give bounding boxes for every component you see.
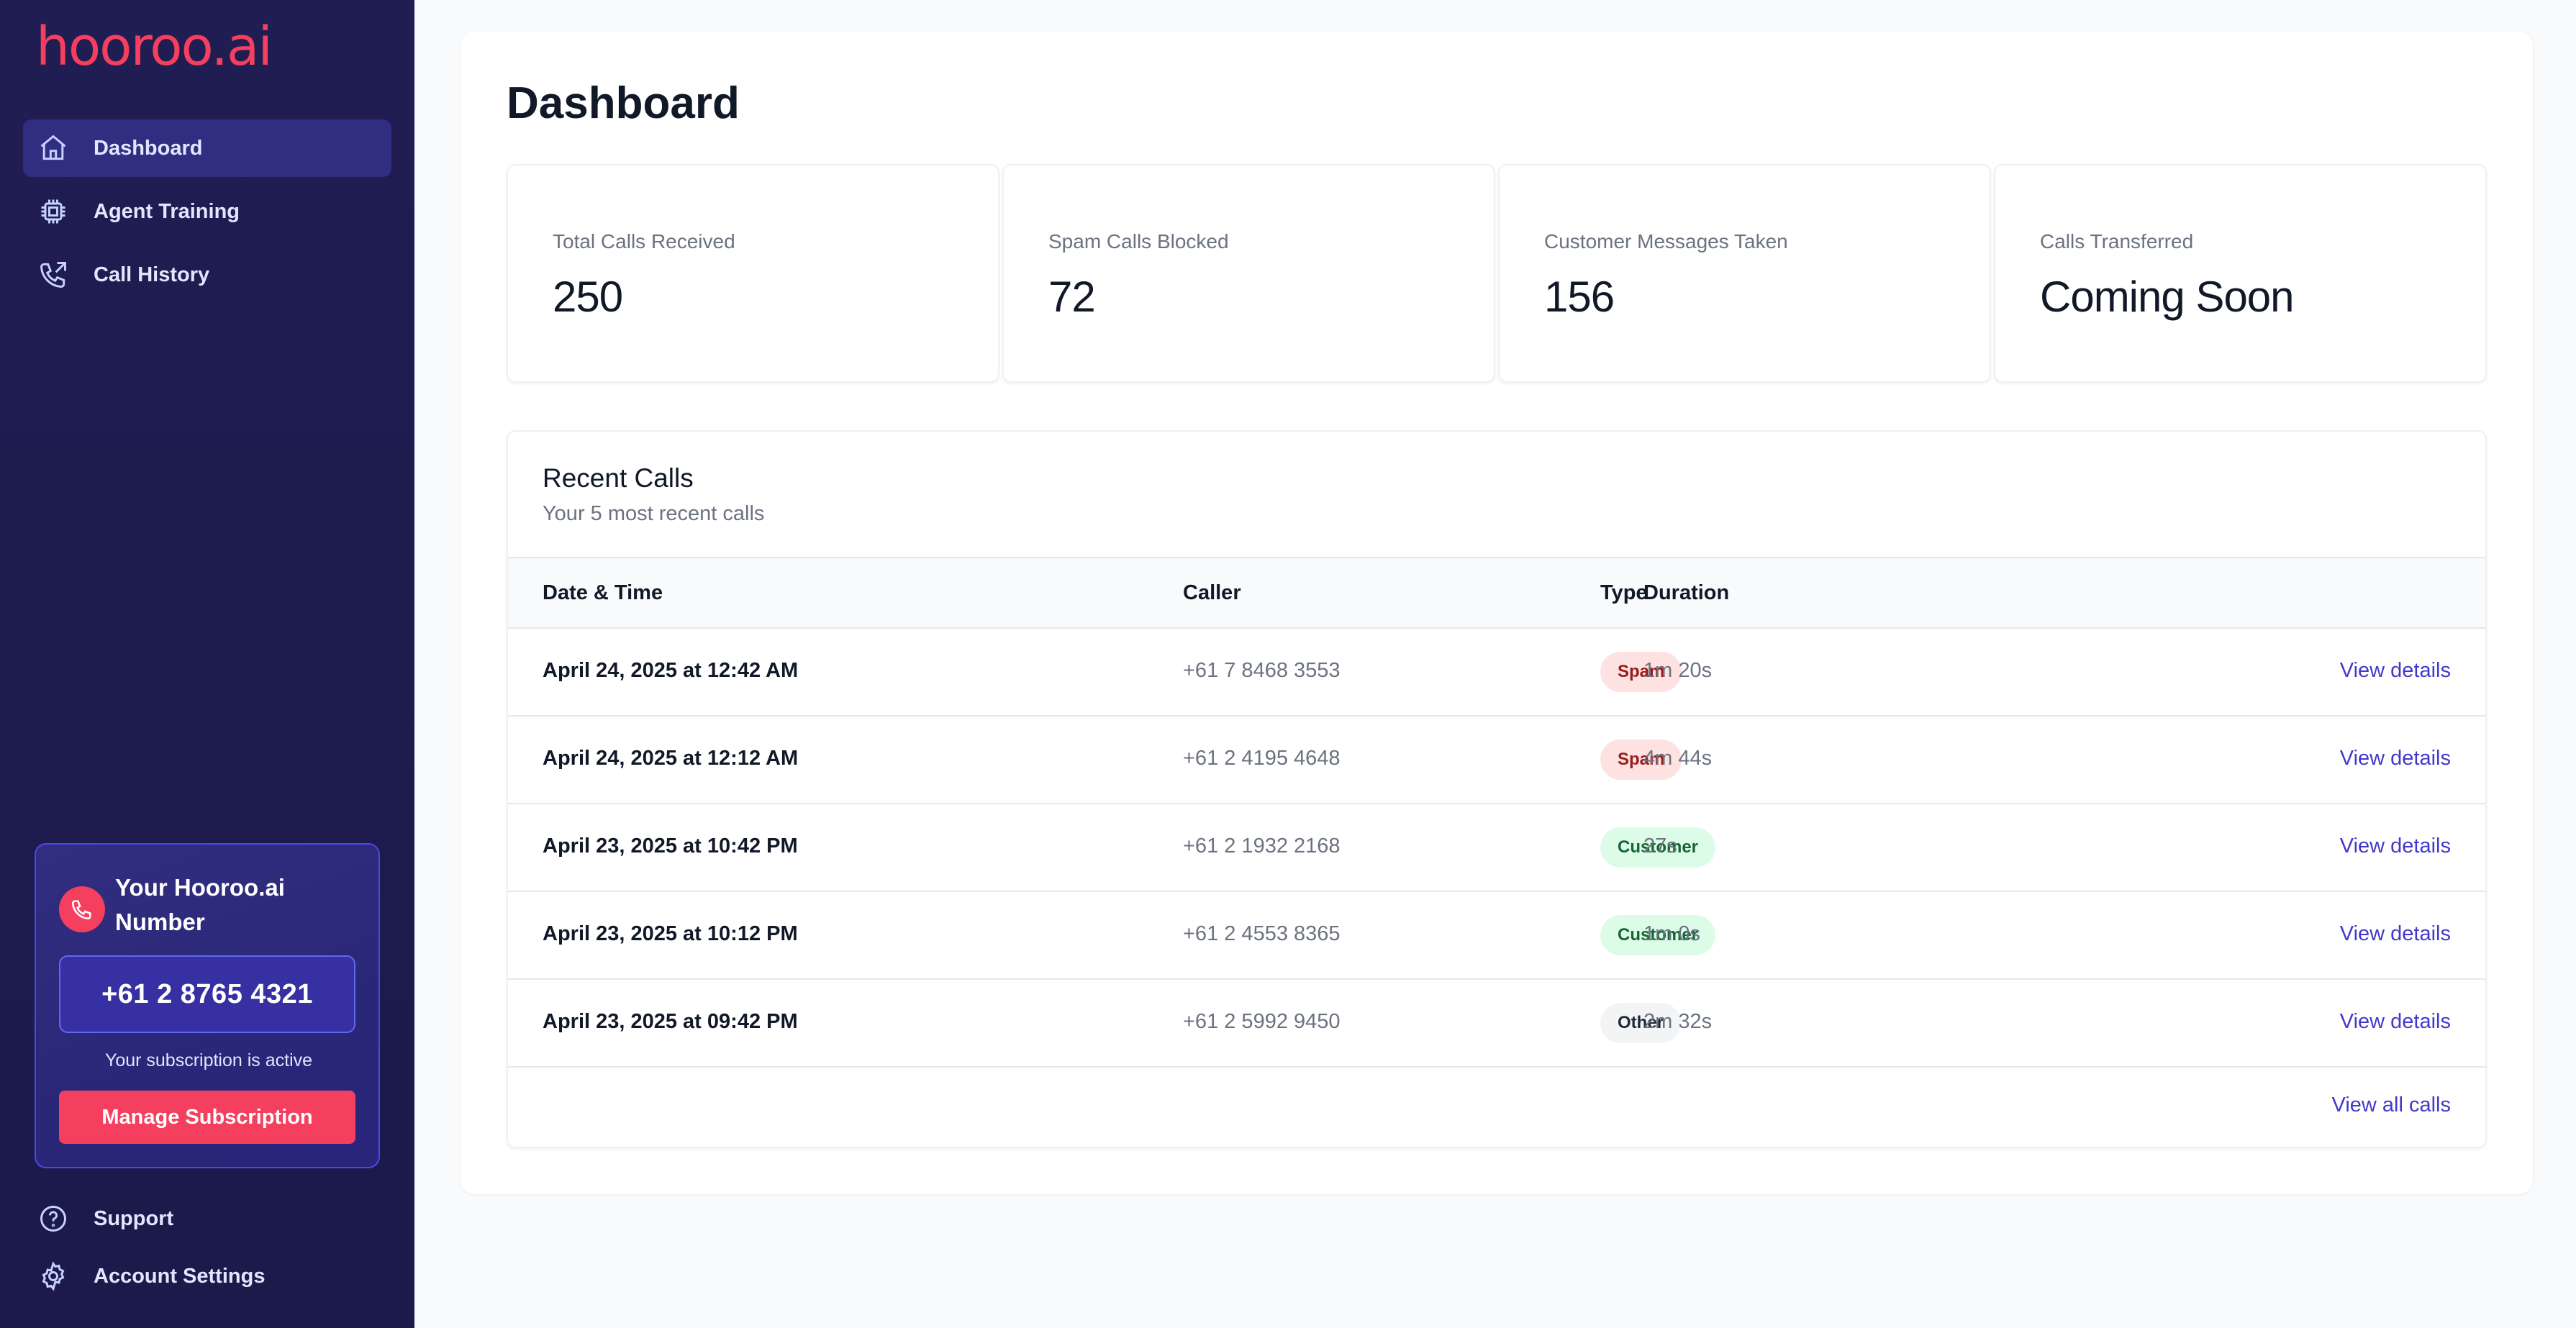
stat-label: Customer Messages Taken: [1544, 230, 1788, 253]
recent-calls-title: Recent Calls: [543, 463, 694, 493]
hooroo-number: +61 2 8765 4321: [59, 955, 355, 1033]
sidebar-item-dashboard[interactable]: Dashboard: [23, 119, 391, 177]
help-circle-icon: [36, 1201, 71, 1236]
call-datetime: April 24, 2025 at 12:12 AM: [543, 747, 799, 770]
table-row: April 24, 2025 at 12:42 AM +61 7 8468 35…: [508, 629, 2485, 717]
manage-subscription-button[interactable]: Manage Subscription: [59, 1091, 355, 1144]
sidebar-nav: Dashboard Agent Training Call History: [23, 119, 391, 309]
sidebar-item-support[interactable]: Support: [23, 1191, 391, 1246]
phone-outgoing-icon: [36, 258, 71, 292]
call-duration: 1m 20s: [1643, 659, 1713, 682]
chip-icon: [36, 194, 71, 229]
table-row: April 23, 2025 at 10:12 PM +61 2 4553 83…: [508, 892, 2485, 980]
call-duration: 2m 32s: [1643, 1010, 1713, 1033]
subscription-status: Your subscription is active: [104, 1050, 313, 1070]
stat-value: 72: [1048, 273, 1096, 321]
table-row: April 23, 2025 at 10:42 PM +61 2 1932 21…: [508, 804, 2485, 892]
call-type-badge: Customer: [1600, 827, 1716, 868]
call-type-badge: Spam: [1600, 740, 1682, 780]
call-caller: +61 2 5992 9450: [1183, 1010, 1341, 1033]
column-header-duration: Duration: [1643, 581, 1730, 604]
call-caller: +61 2 4195 4648: [1183, 747, 1341, 770]
sidebar-item-label: Support: [94, 1206, 174, 1230]
gear-icon: [36, 1259, 71, 1293]
stat-label: Calls Transferred: [2040, 230, 2194, 253]
view-details-link[interactable]: View details: [2339, 922, 2451, 945]
view-details-link[interactable]: View details: [2339, 1010, 2451, 1033]
stat-value: 250: [553, 273, 623, 321]
call-type-badge: Spam: [1600, 652, 1682, 692]
view-all-calls-link[interactable]: View all calls: [2331, 1093, 2451, 1116]
view-details-link[interactable]: View details: [2339, 659, 2451, 682]
number-card-header: Your Hooroo.ai Number: [59, 870, 331, 940]
call-datetime: April 23, 2025 at 10:42 PM: [543, 834, 798, 858]
stat-label: Total Calls Received: [553, 230, 735, 253]
number-card-title: Your Hooroo.ai Number: [115, 874, 285, 935]
stat-value: Coming Soon: [2040, 273, 2295, 321]
call-duration: 4m 44s: [1643, 747, 1713, 770]
sidebar-item-account-settings[interactable]: Account Settings: [23, 1249, 391, 1304]
call-type-badge: Customer: [1600, 915, 1716, 955]
sidebar-item-label: Agent Training: [94, 199, 240, 223]
column-header-date: Date & Time: [543, 581, 663, 604]
stat-card-messages-taken: Customer Messages Taken 156: [1498, 164, 1991, 383]
column-header-caller: Caller: [1183, 581, 1241, 604]
stats-row: Total Calls Received 250 Spam Calls Bloc…: [507, 164, 2487, 383]
sidebar-item-label: Call History: [94, 263, 210, 286]
stat-value: 156: [1544, 273, 1615, 321]
call-type-badge: Other: [1600, 1003, 1682, 1043]
call-duration: 1m 0s: [1643, 922, 1700, 945]
call-datetime: April 23, 2025 at 10:12 PM: [543, 922, 798, 945]
call-caller: +61 2 1932 2168: [1183, 834, 1341, 858]
call-datetime: April 23, 2025 at 09:42 PM: [543, 1010, 798, 1033]
recent-calls-card: Recent Calls Your 5 most recent calls Da…: [507, 430, 2487, 1148]
sidebar-item-call-history[interactable]: Call History: [23, 246, 391, 304]
sidebar-item-label: Account Settings: [94, 1264, 266, 1288]
home-icon: [36, 131, 71, 165]
sidebar-item-label: Dashboard: [94, 136, 203, 160]
sidebar-item-agent-training[interactable]: Agent Training: [23, 183, 391, 240]
stat-label: Spam Calls Blocked: [1048, 230, 1229, 253]
table-row: April 24, 2025 at 12:12 AM +61 2 4195 46…: [508, 717, 2485, 804]
call-duration: 27s: [1643, 834, 1677, 858]
sidebar-bottom-nav: Support Account Settings: [23, 1191, 391, 1306]
sidebar: hooroo.ai Dashboard Agent Training Call …: [0, 0, 414, 1328]
stat-card-total-calls: Total Calls Received 250: [507, 164, 999, 383]
number-card: Your Hooroo.ai Number +61 2 8765 4321 Yo…: [35, 843, 380, 1168]
table-row: April 23, 2025 at 09:42 PM +61 2 5992 94…: [508, 980, 2485, 1068]
call-caller: +61 2 4553 8365: [1183, 922, 1341, 945]
view-details-link[interactable]: View details: [2339, 834, 2451, 858]
logo: hooroo.ai: [36, 16, 273, 78]
call-datetime: April 24, 2025 at 12:42 AM: [543, 659, 799, 682]
call-caller: +61 7 8468 3553: [1183, 659, 1341, 682]
main-content: Dashboard Total Calls Received 250 Spam …: [461, 32, 2533, 1194]
column-header-type: Type: [1600, 581, 1648, 604]
recent-calls-subtitle: Your 5 most recent calls: [543, 502, 765, 525]
page-title: Dashboard: [507, 78, 740, 128]
stat-card-calls-transferred: Calls Transferred Coming Soon: [1994, 164, 2487, 383]
table-header: Date & Time Caller Type Duration: [508, 557, 2485, 629]
stat-card-spam-blocked: Spam Calls Blocked 72: [1002, 164, 1495, 383]
phone-icon: [59, 886, 105, 932]
view-details-link[interactable]: View details: [2339, 747, 2451, 770]
